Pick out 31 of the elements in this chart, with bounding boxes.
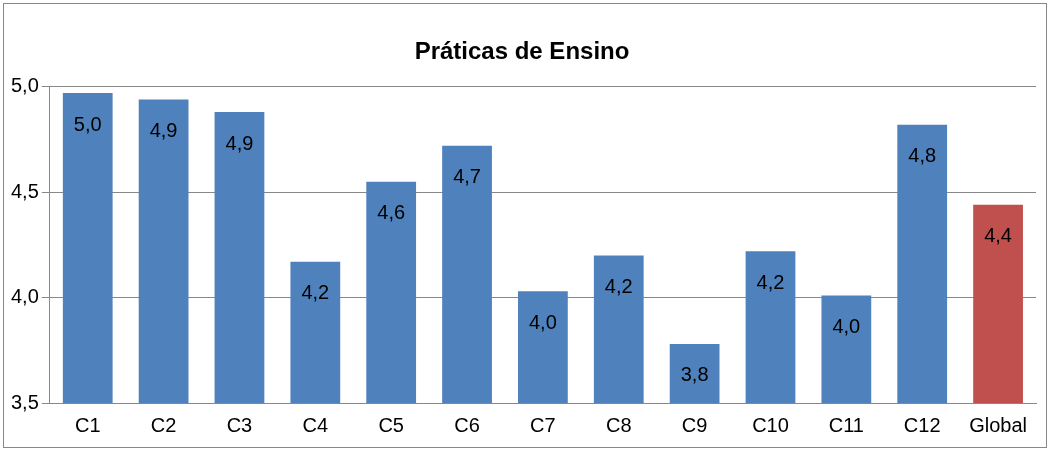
data-label: 4,9 — [149, 118, 178, 141]
data-label: 4,6 — [377, 201, 406, 224]
x-tick-label: C8 — [605, 413, 632, 436]
x-tick-label: Global — [969, 413, 1027, 436]
x-tick-label: C4 — [302, 413, 329, 436]
data-label: 4,2 — [756, 270, 785, 293]
x-tick-label: C11 — [828, 413, 864, 436]
data-label: 4,2 — [604, 274, 633, 297]
data-label: 4,2 — [301, 281, 330, 304]
chart-title: Práticas de Ensino — [414, 37, 630, 65]
x-tick-label: C12 — [903, 413, 941, 436]
x-tick-label: C2 — [150, 413, 177, 436]
y-tick-label: 4,0 — [10, 285, 39, 308]
x-tick-label: C7 — [530, 413, 556, 436]
x-tick-label: C3 — [226, 413, 253, 436]
data-label: 4,4 — [984, 224, 1012, 247]
data-label: 5,0 — [73, 112, 102, 135]
data-label: 4,9 — [225, 131, 254, 154]
data-label: 3,8 — [680, 363, 709, 386]
data-label: 4,0 — [529, 310, 557, 333]
x-tick-label: C9 — [681, 413, 708, 436]
x-tick-label: C10 — [752, 413, 789, 436]
y-tick-label: 5,0 — [10, 74, 39, 97]
y-tick-label: 4,5 — [10, 179, 39, 202]
data-label: 4,0 — [832, 315, 861, 338]
x-tick-label: C1 — [74, 413, 101, 436]
x-tick-label: C6 — [454, 413, 480, 436]
data-label: 4,8 — [908, 144, 937, 167]
x-tick-label: C5 — [378, 413, 404, 436]
y-tick-label: 3,5 — [10, 390, 39, 413]
data-label: 4,7 — [453, 165, 481, 188]
